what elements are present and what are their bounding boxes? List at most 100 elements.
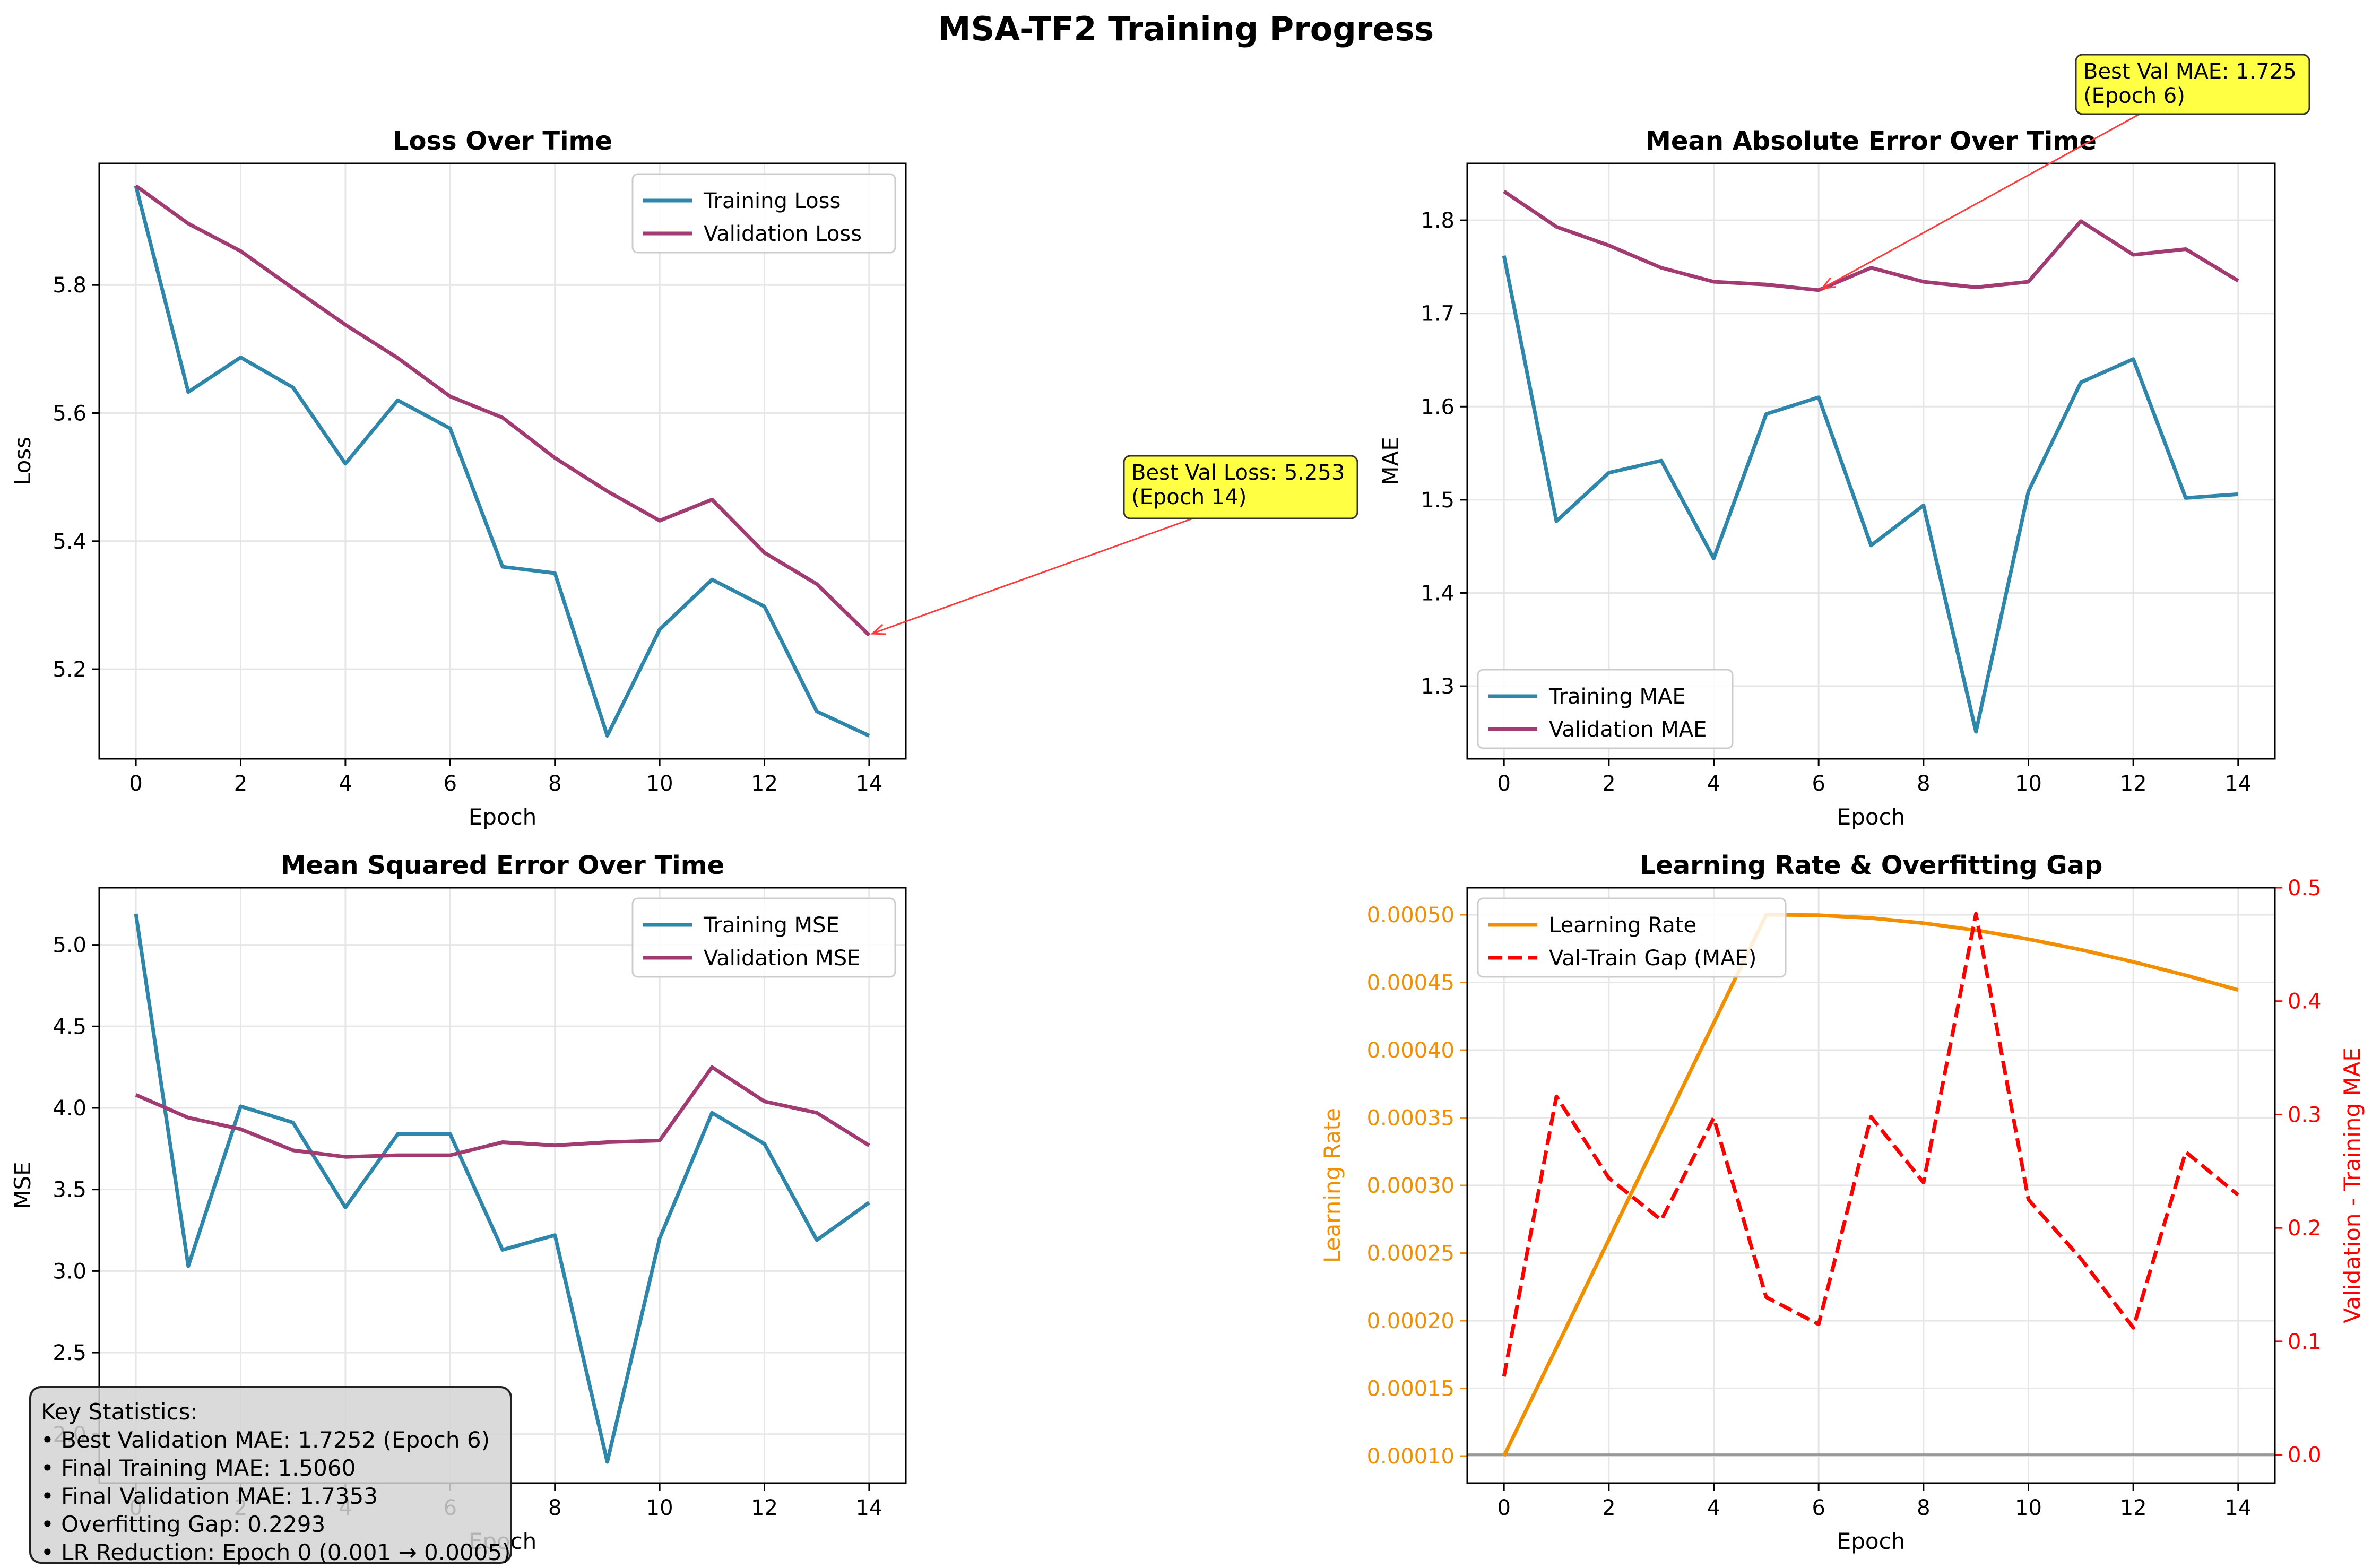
series-line	[1502, 913, 2239, 1457]
series-line	[134, 913, 870, 1464]
y-axis-label: MAE	[1378, 437, 1404, 486]
y-tick-label: 0.00040	[1367, 1038, 1455, 1063]
annotation-text: Best Val MAE: 1.725	[2083, 59, 2297, 84]
key-statistics-box: Key Statistics: • Best Validation MAE: 1…	[29, 1386, 512, 1565]
lr-gap-chart: 0 2 4 6 8 10 12 14 0.00010 0.00015 0.00020 0.00025 0…	[1319, 851, 2365, 1554]
legend-label: Training Loss	[703, 189, 841, 213]
x-tick-label: 0	[129, 772, 142, 796]
y-tick-label: 0.00010	[1367, 1444, 1455, 1469]
series-line	[1502, 255, 2239, 734]
plot-frame	[1466, 162, 2276, 760]
y-tick-label: 0.00025	[1367, 1242, 1455, 1266]
x-tick-label: 4	[1707, 772, 1720, 796]
x-tick-label: 14	[855, 772, 882, 796]
y-tick-label: 3.0	[53, 1259, 86, 1284]
x-tick-label: 12	[751, 772, 778, 796]
x-tick-label: 2	[234, 772, 247, 796]
y-tick-label: 4.5	[53, 1015, 86, 1039]
y-tick-label: 1.4	[1421, 581, 1455, 605]
y-tick-label: 0.00015	[1367, 1377, 1455, 1401]
legend: Training Loss Validation Loss	[631, 173, 896, 254]
x-tick-label: 8	[1917, 1496, 1930, 1520]
y-right-tick-label: 0.5	[2288, 876, 2322, 900]
x-tick-label: 10	[2015, 772, 2042, 796]
x-tick-label: 6	[1812, 772, 1825, 796]
x-axis-label: Epoch	[1837, 1528, 1906, 1554]
y-tick-label: 1.6	[1421, 395, 1455, 419]
legend-label: Validation MAE	[1549, 717, 1707, 742]
annotation-box	[1123, 455, 1358, 519]
series-line	[1502, 912, 2240, 1377]
loss-chart: 0 2 4 6 8 10 12 14 5.2 5.4 5.6 5.8 Loss Over Time Epo…	[10, 126, 1358, 830]
annotation-arrow	[1822, 113, 2140, 289]
x-tick-label: 0	[1497, 772, 1510, 796]
annotation-text: (Epoch 14)	[1131, 485, 1246, 509]
legend: Training MAE Validation MAE	[1477, 669, 1734, 749]
x-tick-label: 14	[2224, 1496, 2252, 1520]
y-tick-label: 4.0	[53, 1096, 86, 1121]
annotation-text: (Epoch 6)	[2083, 84, 2185, 108]
y-tick-label: 5.6	[53, 402, 86, 426]
stats-line: • Overfitting Gap: 0.2293	[41, 1511, 326, 1537]
chart-title: Loss Over Time	[393, 126, 612, 156]
chart-title: Mean Squared Error Over Time	[281, 851, 725, 880]
legend-box	[631, 173, 896, 254]
y-tick-label: 0.00030	[1367, 1174, 1455, 1198]
y-right-axis-label: Validation - Training MAE	[2339, 1047, 2365, 1323]
x-tick-label: 4	[339, 772, 352, 796]
annotation-arrowhead	[1820, 277, 1836, 290]
y-tick-label: 5.4	[53, 530, 86, 554]
y-axis-label: Loss	[10, 437, 36, 486]
y-axis-label: Learning Rate	[1319, 1108, 1345, 1263]
series-line	[1503, 189, 2239, 292]
x-tick-label: 8	[548, 772, 561, 796]
x-tick-label: 8	[548, 1496, 561, 1520]
legend-label: Val-Train Gap (MAE)	[1549, 946, 1756, 971]
annotation-arrowhead	[870, 623, 886, 635]
y-tick-label: 5.8	[53, 273, 86, 298]
y-tick-label: 5.2	[53, 657, 86, 682]
x-tick-label: 12	[2120, 772, 2147, 796]
legend-label: Training MAE	[1548, 685, 1686, 709]
legend-label: Validation Loss	[704, 222, 862, 246]
figure-title: MSA-TF2 Training Progress	[938, 10, 1434, 48]
annotation-arrow	[873, 517, 1193, 634]
y-tick-label: 0.00045	[1367, 971, 1455, 995]
x-tick-label: 10	[2015, 1496, 2042, 1520]
y-tick-label: 3.5	[53, 1178, 86, 1202]
x-axis-label: Epoch	[469, 804, 537, 830]
x-tick-label: 10	[646, 1496, 673, 1520]
x-tick-label: 14	[2224, 772, 2252, 796]
legend-box	[1477, 669, 1734, 749]
y-right-tick-label: 0.0	[2288, 1443, 2322, 1468]
x-tick-label: 8	[1917, 772, 1930, 796]
y-right-tick-label: 0.2	[2288, 1216, 2322, 1241]
stats-line: • Best Validation MAE: 1.7252 (Epoch 6)	[41, 1427, 490, 1453]
stats-title: Key Statistics:	[41, 1399, 198, 1425]
stats-line: • Final Training MAE: 1.5060	[41, 1455, 356, 1481]
legend-label: Learning Rate	[1549, 913, 1696, 938]
annotation: Best Val Loss: 5.253(Epoch 14)	[870, 455, 1358, 635]
y-tick-label: 2.5	[53, 1341, 86, 1365]
x-tick-label: 2	[1602, 1496, 1615, 1520]
series-line	[134, 185, 870, 738]
legend-box	[1477, 897, 1787, 978]
mae-chart: 0 2 4 6 8 10 12 14 1.3 1.4 1.5 1.6 1.7 1.8 Mean Absolu…	[1378, 54, 2310, 830]
x-axis-label: Epoch	[1837, 804, 1906, 830]
x-tick-label: 4	[1707, 1496, 1720, 1520]
plot-frame	[98, 162, 907, 760]
y-tick-label: 1.3	[1421, 674, 1455, 699]
series-line	[135, 1065, 870, 1159]
stats-line: • Final Validation MAE: 1.7353	[41, 1483, 378, 1509]
y-right-tick-label: 0.3	[2288, 1103, 2322, 1127]
chart-title: Learning Rate & Overfitting Gap	[1640, 851, 2103, 880]
legend: Learning Rate Val-Train Gap (MAE)	[1477, 897, 1787, 978]
legend-box	[631, 897, 896, 978]
y-axis-label: MSE	[10, 1162, 36, 1209]
y-tick-label: 1.5	[1421, 488, 1455, 513]
legend-label: Training MSE	[703, 913, 839, 938]
y-tick-label: 1.7	[1421, 302, 1455, 326]
plot-frame	[1466, 887, 2276, 1484]
y-right-tick-label: 0.1	[2288, 1330, 2322, 1354]
